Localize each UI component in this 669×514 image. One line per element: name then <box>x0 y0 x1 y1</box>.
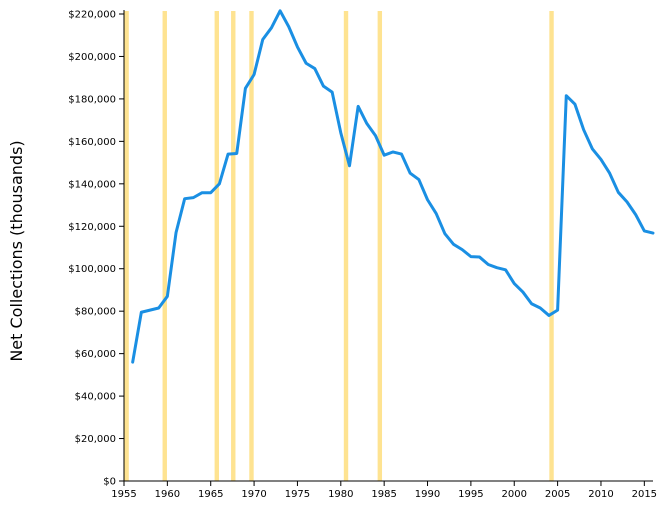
y-tick-label: $60,000 <box>75 349 116 360</box>
y-axis-label: Net Collections (thousands) <box>7 140 26 361</box>
x-tick-label: 1990 <box>415 489 440 500</box>
highlight-bands <box>124 11 554 481</box>
x-tick-label: 1960 <box>155 489 180 500</box>
x-tick-label: 1955 <box>111 489 136 500</box>
x-tick-label: 2015 <box>632 489 657 500</box>
x-tick-label: 1985 <box>371 489 396 500</box>
y-tick-label: $180,000 <box>68 94 116 105</box>
highlight-band-1 <box>162 11 167 481</box>
y-tick-label: $80,000 <box>75 307 116 318</box>
y-tick-label: $200,000 <box>68 52 116 63</box>
y-tick-label: $140,000 <box>68 179 116 190</box>
y-tick-label: $0 <box>103 477 116 488</box>
x-tick-label: 1975 <box>285 489 310 500</box>
highlight-band-7 <box>549 11 554 481</box>
y-tick-label: $100,000 <box>68 264 116 275</box>
y-tick-label: $120,000 <box>68 222 116 233</box>
x-tick-label: 1970 <box>241 489 266 500</box>
series-group <box>131 9 655 364</box>
x-tick-label: 2000 <box>502 489 527 500</box>
highlight-band-4 <box>249 11 254 481</box>
highlight-band-3 <box>231 11 236 481</box>
x-tick-label: 1995 <box>458 489 483 500</box>
x-tick-label: 2005 <box>545 489 570 500</box>
highlight-band-2 <box>214 11 219 481</box>
highlight-band-5 <box>343 11 349 481</box>
x-tick-label: 1980 <box>328 489 353 500</box>
highlight-band-0 <box>124 11 129 481</box>
series-line-0 <box>131 9 655 364</box>
x-tick-label: 1965 <box>198 489 223 500</box>
y-tick-label: $40,000 <box>75 392 116 403</box>
y-tick-label: $20,000 <box>75 434 116 445</box>
highlight-band-6 <box>377 11 383 481</box>
x-tick-label: 2010 <box>588 489 613 500</box>
y-axis: $0 $20,000 $40,000 $60,000 $80,000 $100,000 $1… <box>68 10 125 488</box>
y-tick-label: $160,000 <box>68 137 116 148</box>
y-tick-label: $220,000 <box>68 10 116 21</box>
x-axis: 1955 1960 1965 1970 1975 1980 1985 1990 1995 2000… <box>111 480 657 500</box>
